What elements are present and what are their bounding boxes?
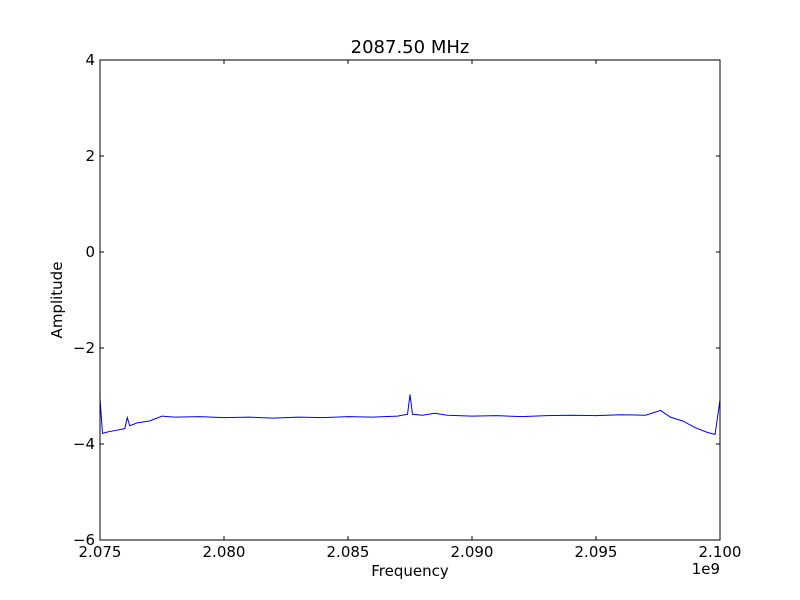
y-tick-label: 4	[85, 51, 95, 69]
x-tick-label: 2.075	[79, 543, 122, 561]
y-axis-label: Amplitude	[48, 262, 66, 339]
x-axis: 2.075 2.080 2.085 2.090 2.095 2.100	[79, 60, 742, 561]
y-tick-label: −2	[73, 339, 95, 357]
x-tick-label: 2.080	[203, 543, 246, 561]
x-tick-label: 2.095	[575, 543, 618, 561]
y-tick-label: 2	[85, 147, 95, 165]
x-tick-label: 2.085	[327, 543, 370, 561]
plot-area	[99, 59, 721, 541]
series-line-0	[100, 394, 720, 436]
x-tick-label: 2.100	[699, 543, 742, 561]
chart-title: 2087.50 MHz	[351, 37, 470, 58]
y-tick-label: −4	[73, 435, 95, 453]
x-axis-offset-text: 1e9	[692, 560, 720, 578]
y-tick-label: 0	[85, 243, 95, 261]
series-layer	[100, 394, 720, 436]
y-axis: 4 2 0 −2 −4 −6	[73, 51, 720, 549]
y-tick-label: −6	[73, 531, 95, 549]
plot-frame	[99, 59, 721, 541]
x-axis-label: Frequency	[371, 562, 449, 580]
x-tick-label: 2.090	[451, 543, 494, 561]
